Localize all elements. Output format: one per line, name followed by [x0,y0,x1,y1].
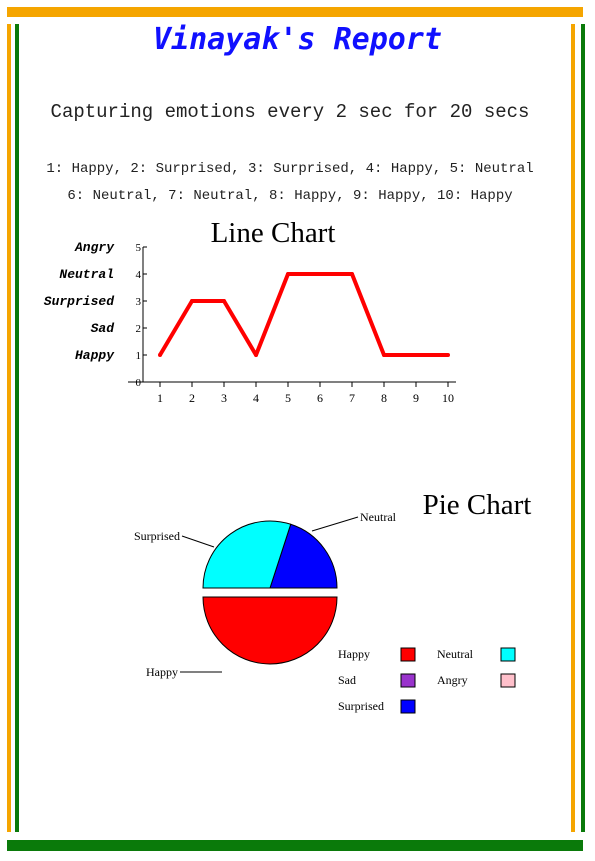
data-point [382,353,386,357]
x-tick-label: 8 [381,391,387,405]
y-tick-label: 0 [136,377,142,389]
line-chart-marks [158,272,450,357]
left-green-border [15,24,19,832]
y-tick-label: 2 [136,323,142,335]
x-tick-label: 7 [349,391,355,405]
top-orange-border [7,7,583,17]
data-point [318,272,322,276]
x-tick-label: 2 [189,391,195,405]
slice-label: Happy [146,665,178,679]
legend-label: Surprised [338,699,384,713]
y-tick-label: 1 [136,350,142,362]
x-tick-label: 9 [413,391,419,405]
x-tick-label: 6 [317,391,323,405]
pie-slice-happy [202,596,338,665]
y-emotion-label: Surprised [44,294,115,309]
y-emotion-label: Neutral [59,267,114,282]
right-orange-border [571,24,575,832]
pie-chart-slices [202,520,338,665]
legend-label: Sad [338,673,356,687]
legend-swatch [400,647,416,662]
legend-swatch [500,673,516,688]
data-point [254,353,258,357]
series-line [158,272,448,357]
bottom-green-border [7,840,583,851]
x-tick-label: 1 [157,391,163,405]
slice-label: Neutral [360,510,397,524]
data-point [190,299,194,303]
data-point [414,353,418,357]
line-chart-title: Line Chart [211,217,336,249]
data-point [446,353,450,357]
x-tick-label: 5 [285,391,291,405]
readings-line-2: 6: Neutral, 7: Neutral, 8: Happy, 9: Hap… [67,188,513,204]
x-tick-label: 3 [221,391,227,405]
report-subtitle: Capturing emotions every 2 sec for 20 se… [50,101,530,123]
y-tick-label: 5 [136,242,142,254]
y-tick-label: 3 [136,296,142,308]
pie-chart-title: Pie Chart [423,489,532,521]
pie-chart-labels: Happy Surprised Neutral [134,510,397,679]
line-chart: Line Chart 0 1 2 3 4 5 Angry Neutral Surprised Sa… [44,217,456,405]
slice-label: Surprised [134,529,180,543]
right-green-border [581,24,585,832]
left-orange-border [7,24,11,832]
pie-slice-neutral [202,520,292,589]
readings-line-1: 1: Happy, 2: Surprised, 3: Surprised, 4:… [46,161,534,177]
y-emotion-label: Happy [75,348,115,363]
data-point [350,272,354,276]
y-tick-label: 4 [136,269,142,281]
y-emotion-label: Sad [91,321,116,336]
legend-label: Neutral [437,647,474,661]
data-point [286,272,290,276]
y-emotion-label: Angry [74,240,115,255]
report-title: Vinayak's Report [153,22,442,57]
legend-label: Angry [437,673,468,687]
legend-swatch [400,699,416,714]
pie-slice-surprised [269,523,338,589]
line-chart-axes: 0 1 2 3 4 5 Angry Neutral Surprised Sad Happy 1 2 3 4 5… [44,240,456,405]
pie-chart-legend: Happy Neutral Sad Angry Surprised [338,647,516,714]
legend-swatch [500,647,516,662]
pie-chart: Pie Chart Happy Surprised Neutral Happy Neu… [134,489,532,714]
emotion-readings: 1: Happy, 2: Surprised, 3: Surprised, 4:… [0,156,580,210]
slice-leader-line [311,516,359,532]
slice-leader-line [181,535,215,548]
x-tick-label: 10 [442,391,454,405]
x-tick-label: 4 [253,391,259,405]
legend-label: Happy [338,647,370,661]
data-point [158,353,162,357]
data-point [222,299,226,303]
legend-swatch [400,673,416,688]
